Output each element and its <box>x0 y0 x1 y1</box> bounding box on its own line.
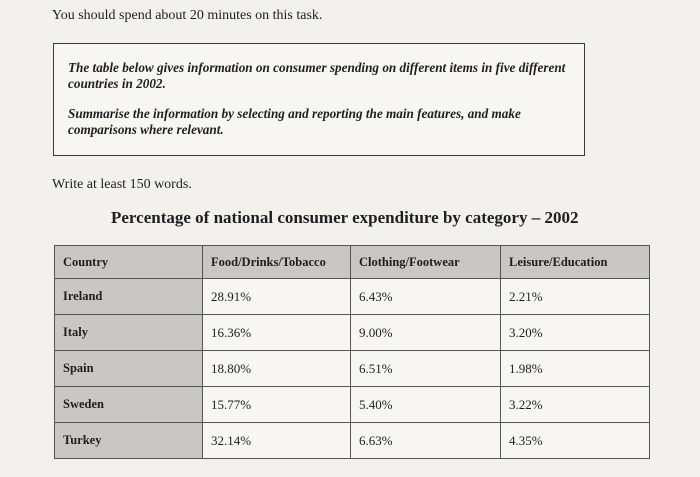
task-description: The table below gives information on con… <box>68 60 566 91</box>
country-cell: Spain <box>54 350 203 387</box>
food-cell: 18.80% <box>202 350 351 387</box>
clothing-cell: 5.40% <box>350 386 501 423</box>
food-cell: 32.14% <box>202 422 351 459</box>
country-cell: Italy <box>54 314 203 351</box>
clothing-cell: 6.63% <box>350 422 501 459</box>
task-instruction: You should spend about 20 minutes on thi… <box>52 8 323 23</box>
food-cell: 16.36% <box>202 314 351 351</box>
table-row: Spain 18.80% 6.51% 1.98% <box>54 350 650 387</box>
header-food-drinks-tobacco: Food/Drinks/Tobacco <box>202 245 351 279</box>
table-row: Ireland 28.91% 6.43% 2.21% <box>54 278 650 315</box>
leisure-cell: 3.20% <box>500 314 650 351</box>
table-title: Percentage of national consumer expendit… <box>111 208 579 227</box>
leisure-cell: 1.98% <box>500 350 650 387</box>
word-count-instruction: Write at least 150 words. <box>52 177 192 192</box>
task-summary-instruction: Summarise the information by selecting a… <box>68 106 521 137</box>
table-row: Italy 16.36% 9.00% 3.20% <box>54 314 650 351</box>
food-cell: 28.91% <box>202 278 351 315</box>
food-cell: 15.77% <box>202 386 351 423</box>
clothing-cell: 9.00% <box>350 314 501 351</box>
clothing-cell: 6.43% <box>350 278 501 315</box>
table-row: Sweden 15.77% 5.40% 3.22% <box>54 386 650 423</box>
header-leisure-education: Leisure/Education <box>500 245 650 279</box>
leisure-cell: 3.22% <box>500 386 650 423</box>
table-header-row: Country Food/Drinks/Tobacco Clothing/Foo… <box>54 245 650 279</box>
expenditure-table: Country Food/Drinks/Tobacco Clothing/Foo… <box>54 245 650 459</box>
leisure-cell: 4.35% <box>500 422 650 459</box>
clothing-cell: 6.51% <box>350 350 501 387</box>
task-prompt-box: The table below gives information on con… <box>53 43 585 156</box>
leisure-cell: 2.21% <box>500 278 650 315</box>
header-clothing-footwear: Clothing/Footwear <box>350 245 501 279</box>
header-country: Country <box>54 245 203 279</box>
country-cell: Turkey <box>54 422 203 459</box>
table-row: Turkey 32.14% 6.63% 4.35% <box>54 422 650 459</box>
country-cell: Sweden <box>54 386 203 423</box>
country-cell: Ireland <box>54 278 203 315</box>
